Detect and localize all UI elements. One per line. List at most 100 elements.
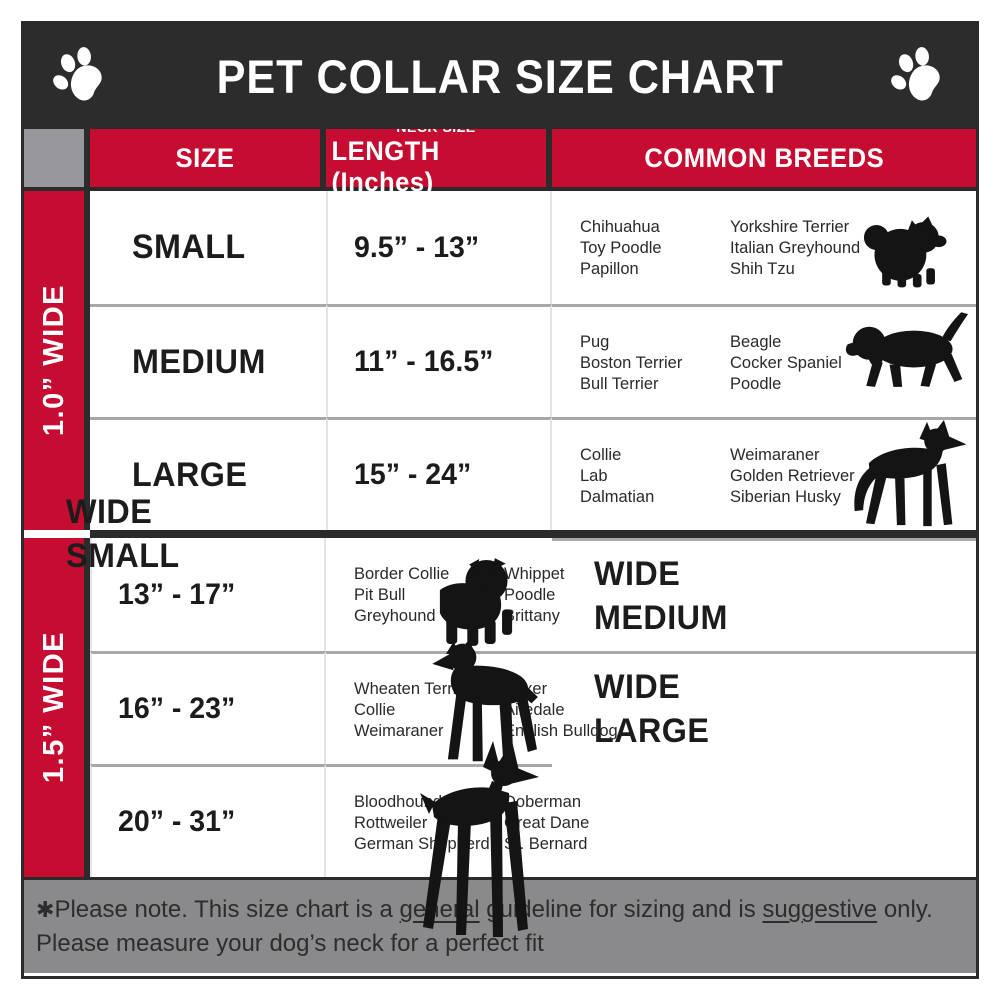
- size-cell-wide-small: WIDE SMALL: [24, 493, 179, 575]
- length-cell-small: 9.5” - 13”: [326, 191, 552, 304]
- breeds-cell-small: Chihuahua Toy Poodle Papillon Yorkshire …: [552, 191, 976, 304]
- shepherd-silhouette-icon: [854, 420, 967, 527]
- width-band-1-5-wide: 1.5” WIDE: [24, 538, 90, 877]
- breed-list: Chihuahua Toy Poodle Papillon: [580, 216, 730, 279]
- size-label: WIDE MEDIUM: [594, 554, 728, 637]
- breed-list: Weimaraner Golden Retriever Siberian Hus…: [730, 444, 859, 507]
- column-header-breeds-label: COMMON BREEDS: [644, 142, 884, 173]
- breed-name: Poodle: [504, 585, 556, 604]
- breed-name: Bull Terrier: [580, 373, 659, 393]
- length-cell-large: 15” - 24”: [326, 417, 552, 530]
- size-cell-small: SMALL: [90, 191, 326, 304]
- breeds-cell-wide-large: Bloodhound Rottweiler German Shepherd Do…: [326, 741, 589, 937]
- breed-list: Border Collie Pit Bull Greyhound: [354, 563, 504, 626]
- breed-name: Lab: [580, 465, 608, 485]
- breed-name: Collie: [580, 444, 622, 464]
- size-label: SMALL: [132, 228, 246, 267]
- bulldog-silhouette-icon: [439, 558, 513, 646]
- column-header-neck-size: NECK SIZE LENGTH (Inches): [326, 119, 552, 197]
- breed-name: Bloodhound: [354, 791, 443, 811]
- footer-text: Please note. This size chart is a: [54, 896, 400, 923]
- length-value: 20” - 31”: [118, 805, 236, 838]
- length-cell-wide-medium: 16” - 23”: [90, 651, 326, 764]
- breed-list: Collie Lab Dalmatian: [580, 444, 730, 507]
- breed-name: Greyhound: [354, 606, 436, 625]
- breed-name: Wheaten Terrier: [354, 678, 472, 698]
- breed-name: Siberian Husky: [730, 486, 841, 506]
- breed-name: Cocker Spaniel: [730, 352, 842, 372]
- breeds-cell-wide-small: Border Collie Pit Bull Greyhound Whippet…: [326, 538, 565, 651]
- breed-name: Border Collie: [354, 564, 450, 583]
- doberman-silhouette-icon: [420, 741, 539, 937]
- breed-list: Doberman Great Dane St. Bernard: [504, 791, 592, 854]
- footer-underlined-word: suggestive: [762, 896, 878, 923]
- breeds-cell-medium: Pug Boston Terrier Bull Terrier Beagle C…: [552, 304, 976, 417]
- breed-name: Shih Tzu: [730, 259, 795, 278]
- corner-cell: [24, 129, 90, 191]
- column-header-size-label: SIZE: [175, 142, 235, 173]
- breed-name: Dalmatian: [580, 486, 655, 506]
- breed-name: Whippet: [504, 564, 565, 583]
- breed-list: Pug Boston Terrier Bull Terrier: [580, 331, 730, 394]
- breed-list: Wheaten Terrier Collie Weimaraner: [354, 678, 504, 741]
- breed-list: Whippet Poodle Brittany: [504, 563, 566, 626]
- size-label: LARGE: [132, 455, 248, 494]
- breed-name: Italian Greyhound: [730, 238, 861, 257]
- breed-name: Chihuahua: [580, 217, 660, 236]
- length-value: 16” - 23”: [118, 692, 236, 725]
- size-cell-wide-medium: WIDE MEDIUM: [552, 538, 976, 651]
- column-header-neck-main-label: LENGTH (Inches): [331, 135, 440, 197]
- breed-name: Poodle: [730, 373, 782, 393]
- paw-print-icon: [53, 47, 102, 101]
- column-header-size: SIZE: [90, 129, 326, 191]
- size-label: WIDE SMALL: [66, 492, 180, 575]
- breed-name: Papillon: [580, 259, 639, 278]
- breed-name: German Shepherd: [354, 833, 490, 853]
- footer-text: only.: [877, 896, 933, 923]
- asterisk-icon: ✱: [36, 897, 55, 922]
- breed-name: Brittany: [504, 606, 560, 625]
- breeds-cell-wide-medium: Wheaten Terrier Collie Weimaraner Boxer …: [326, 640, 618, 764]
- length-value: 9.5” - 13”: [354, 230, 480, 264]
- breed-name: Weimaraner: [354, 720, 444, 740]
- breed-name: Collie: [354, 699, 396, 719]
- breed-name: Pit Bull: [354, 585, 406, 604]
- width-band-1-0-wide: 1.0” WIDE: [24, 191, 90, 530]
- length-value: 13” - 17”: [118, 577, 236, 611]
- size-cell-medium: MEDIUM: [90, 304, 326, 417]
- breed-name: Great Dane: [504, 812, 590, 832]
- column-header-common-breeds: COMMON BREEDS: [552, 129, 976, 191]
- size-cell-wide-large: WIDE LARGE: [552, 651, 976, 764]
- breeds-cell-large: Collie Lab Dalmatian Weimaraner Golden R…: [552, 417, 976, 530]
- pitbull-silhouette-icon: [432, 640, 538, 762]
- length-value: 15” - 24”: [354, 458, 472, 491]
- breed-name: Weimaraner: [730, 444, 820, 464]
- group-separator: [90, 530, 976, 538]
- width-band-label: 1.0” WIDE: [37, 284, 70, 437]
- paw-print-icon: [891, 47, 940, 101]
- length-cell-wide-small: 13” - 17”: [90, 538, 326, 651]
- width-band-label: 1.5” WIDE: [37, 631, 70, 784]
- length-cell-wide-large: 20” - 31”: [90, 764, 326, 877]
- footer-text: guideline for sizing and is: [479, 896, 763, 923]
- beagle-silhouette-icon: [845, 312, 969, 387]
- breed-name: Golden Retriever: [730, 465, 855, 485]
- length-value: 11” - 16.5”: [354, 345, 494, 378]
- breed-list: Yorkshire Terrier Italian Greyhound Shih…: [730, 216, 864, 279]
- breed-list: Beagle Cocker Spaniel Poodle: [730, 331, 845, 394]
- breed-list: Bloodhound Rottweiler German Shepherd: [354, 791, 504, 854]
- footer-line-1: ✱Please note. This size chart is a gener…: [36, 893, 962, 927]
- pomeranian-silhouette-icon: [863, 216, 947, 288]
- length-cell-medium: 11” - 16.5”: [326, 304, 552, 417]
- size-label: MEDIUM: [132, 342, 266, 381]
- breed-name: Beagle: [730, 331, 782, 351]
- size-label: WIDE LARGE: [594, 667, 710, 750]
- breed-name: Pug: [580, 331, 610, 351]
- breed-name: St. Bernard: [504, 833, 588, 853]
- breed-name: Yorkshire Terrier: [730, 217, 850, 236]
- page-title: PET COLLAR SIZE CHART: [216, 50, 784, 103]
- breed-name: Doberman: [504, 791, 581, 811]
- size-cell-large: LARGE: [90, 417, 326, 530]
- breed-name: Boston Terrier: [580, 352, 683, 372]
- breed-name: Rottweiler: [354, 812, 428, 832]
